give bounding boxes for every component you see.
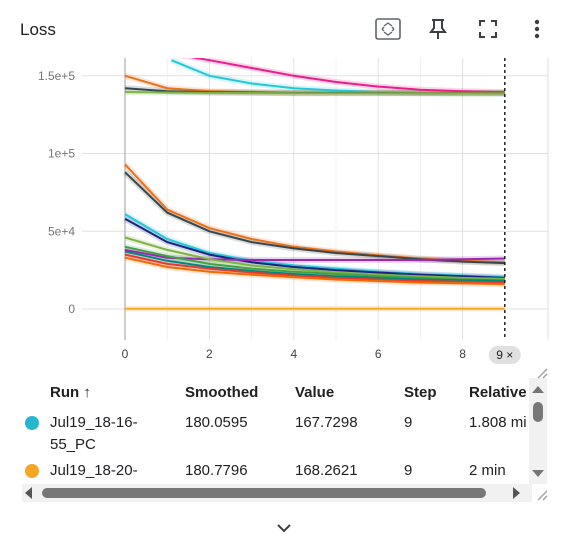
y-tick-label: 1e+5 — [48, 147, 75, 161]
series-line — [124, 245, 505, 282]
x-axis-ticks: 0 2 4 6 8 — [122, 347, 467, 361]
series-line — [124, 253, 505, 284]
resize-handle-icon[interactable] — [536, 488, 548, 501]
smoothed-value: 180.0595 — [185, 414, 248, 431]
series-line — [124, 250, 505, 282]
series-line — [124, 91, 505, 95]
y-tick-label: 1.5e+5 — [38, 69, 75, 83]
step-cursor: 9 × — [488, 58, 521, 364]
x-tick-label: 6 — [375, 347, 382, 361]
y-axis-ticks: 0 5e+4 1e+5 1.5e+5 — [38, 69, 75, 316]
chart-grid — [82, 58, 549, 340]
x-tick-label: 0 — [122, 347, 129, 361]
scroll-up-icon — [532, 386, 544, 393]
smoothed-value: 180.7796 — [185, 462, 248, 479]
raw-value: 168.2621 — [295, 462, 358, 479]
series-line — [124, 248, 505, 261]
col-header-step[interactable]: Step — [404, 384, 437, 401]
card-header: Loss — [0, 0, 565, 60]
chevron-down-icon[interactable] — [272, 516, 296, 540]
scroll-down-icon — [532, 470, 544, 477]
fit-domain-icon[interactable] — [374, 15, 402, 43]
col-header-smoothed[interactable]: Smoothed — [185, 384, 259, 401]
run-color-swatch[interactable] — [25, 464, 39, 478]
cursor-label: 9 × — [496, 348, 513, 362]
vertical-scrollbar[interactable] — [529, 378, 547, 484]
y-tick-label: 0 — [68, 302, 75, 316]
col-header-relative[interactable]: Relative — [469, 384, 527, 401]
relative-time: 1.808 mi — [469, 414, 527, 431]
series-line — [124, 236, 505, 280]
fullscreen-icon[interactable] — [474, 15, 502, 43]
loss-chart[interactable]: 0 5e+4 1e+5 1.5e+5 0 2 4 6 8 9 × — [0, 58, 565, 370]
series-line — [124, 256, 505, 286]
series-line — [190, 58, 505, 94]
run-table: Run ↑ Smoothed Value Step Relative Jul19… — [0, 372, 565, 492]
resize-handle-icon[interactable] — [536, 366, 548, 379]
more-vert-icon[interactable] — [523, 15, 551, 43]
col-header-value[interactable]: Value — [295, 384, 335, 401]
scroll-left-icon — [25, 487, 32, 499]
step-value: 9 — [404, 462, 413, 479]
x-tick-label: 2 — [206, 347, 213, 361]
raw-value: 167.7298 — [295, 414, 358, 431]
step-value: 9 — [404, 414, 413, 431]
series-line — [124, 217, 505, 279]
relative-time: 2 min — [469, 462, 506, 479]
col-header-run[interactable]: Run ↑ — [50, 384, 91, 401]
run-name: Jul19_18-16-55_PC — [50, 414, 138, 453]
pin-icon[interactable] — [424, 15, 452, 43]
scroll-thumb — [533, 402, 543, 422]
card-title: Loss — [20, 20, 56, 39]
horizontal-scrollbar[interactable] — [22, 484, 532, 502]
run-color-swatch[interactable] — [25, 416, 39, 430]
cursor-chip — [488, 346, 521, 364]
y-tick-label: 5e+4 — [48, 224, 75, 238]
chart-series — [122, 58, 505, 312]
scroll-thumb — [42, 488, 486, 498]
scroll-right-icon — [513, 487, 520, 499]
x-tick-label: 4 — [290, 347, 297, 361]
x-tick-label: 8 — [459, 347, 466, 361]
